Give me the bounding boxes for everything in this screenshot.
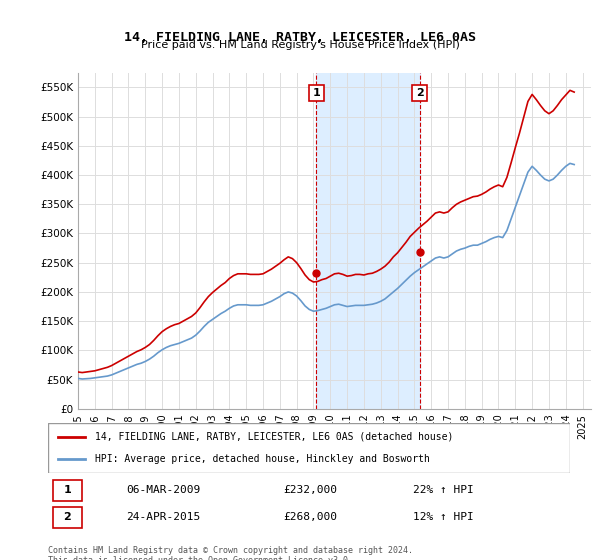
Text: 12% ↑ HPI: 12% ↑ HPI [413, 512, 474, 522]
Text: 2: 2 [64, 512, 71, 522]
Text: HPI: Average price, detached house, Hinckley and Bosworth: HPI: Average price, detached house, Hinc… [95, 454, 430, 464]
Bar [316, 73, 419, 409]
FancyBboxPatch shape [53, 480, 82, 501]
Text: Price paid vs. HM Land Registry's House Price Index (HPI): Price paid vs. HM Land Registry's House … [140, 40, 460, 50]
FancyBboxPatch shape [53, 507, 82, 529]
Text: Contains HM Land Registry data © Crown copyright and database right 2024.
This d: Contains HM Land Registry data © Crown c… [48, 546, 413, 560]
Text: 14, FIELDING LANE, RATBY, LEICESTER, LE6 0AS (detached house): 14, FIELDING LANE, RATBY, LEICESTER, LE6… [95, 432, 454, 442]
Text: 14, FIELDING LANE, RATBY, LEICESTER, LE6 0AS: 14, FIELDING LANE, RATBY, LEICESTER, LE6… [124, 31, 476, 44]
Text: 06-MAR-2009: 06-MAR-2009 [127, 484, 200, 494]
Text: 2: 2 [416, 88, 424, 98]
Text: £268,000: £268,000 [283, 512, 337, 522]
Text: 1: 1 [64, 484, 71, 494]
FancyBboxPatch shape [48, 423, 570, 473]
Text: 1: 1 [313, 88, 320, 98]
Text: £232,000: £232,000 [283, 484, 337, 494]
Text: 22% ↑ HPI: 22% ↑ HPI [413, 484, 474, 494]
Text: 24-APR-2015: 24-APR-2015 [127, 512, 200, 522]
